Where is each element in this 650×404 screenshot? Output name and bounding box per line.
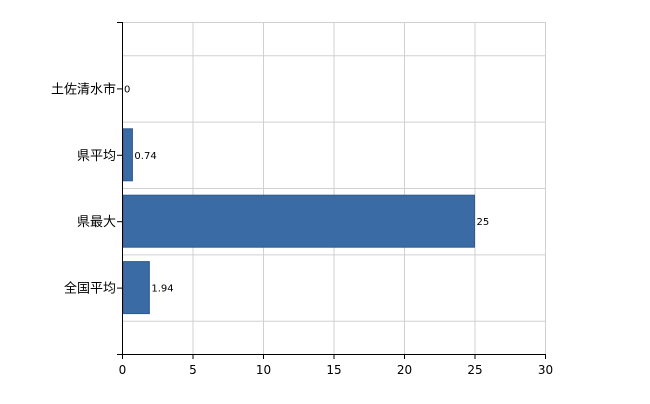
x-tick-label: 0 <box>119 363 127 377</box>
data-label: 0.74 <box>134 151 156 162</box>
axes <box>117 22 546 359</box>
gridlines <box>122 22 546 354</box>
y-tick-label: 県最大 <box>77 215 116 230</box>
bar <box>122 194 475 248</box>
bar <box>122 261 150 315</box>
x-tick-label: 20 <box>397 363 412 377</box>
bars <box>122 128 475 315</box>
x-tick-label: 25 <box>467 363 482 377</box>
data-label: 0 <box>124 84 130 95</box>
data-label: 1.94 <box>151 284 173 295</box>
x-tick-label: 10 <box>256 363 271 377</box>
bar <box>122 128 133 182</box>
y-tick-label: 土佐清水市 <box>51 81 116 97</box>
x-tick-label: 30 <box>538 363 553 377</box>
y-tick-label: 全国平均 <box>64 281 116 297</box>
data-label: 25 <box>477 217 490 228</box>
x-tick-label: 15 <box>326 363 341 377</box>
y-tick-label: 県平均 <box>77 149 116 164</box>
x-tick-label: 5 <box>189 363 197 377</box>
